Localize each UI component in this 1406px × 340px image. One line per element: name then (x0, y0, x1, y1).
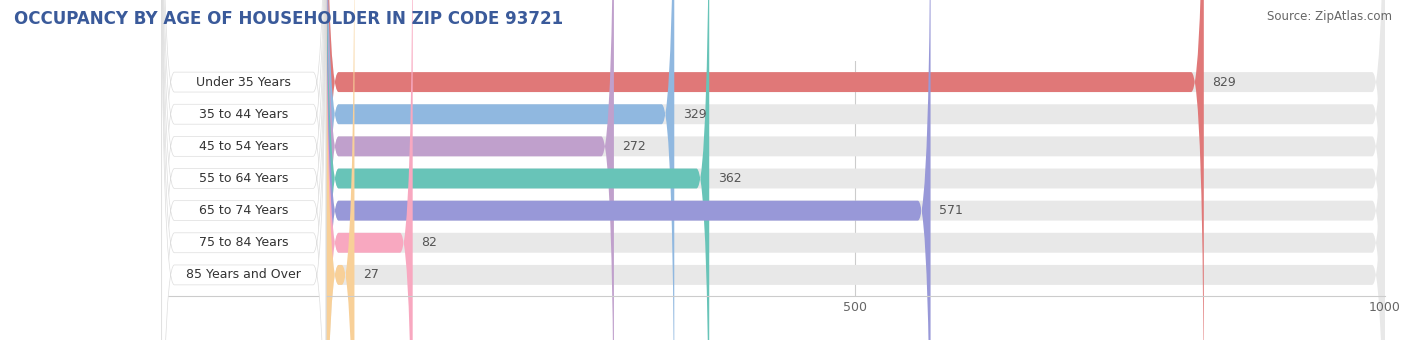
Text: 45 to 54 Years: 45 to 54 Years (200, 140, 288, 153)
FancyBboxPatch shape (326, 0, 1385, 340)
FancyBboxPatch shape (326, 0, 931, 340)
FancyBboxPatch shape (326, 0, 1385, 340)
FancyBboxPatch shape (326, 0, 1385, 340)
FancyBboxPatch shape (326, 0, 675, 340)
Text: Under 35 Years: Under 35 Years (197, 75, 291, 89)
FancyBboxPatch shape (326, 0, 1385, 340)
Text: 571: 571 (939, 204, 963, 217)
FancyBboxPatch shape (326, 0, 1385, 340)
FancyBboxPatch shape (162, 0, 326, 340)
FancyBboxPatch shape (326, 0, 1204, 340)
Text: Source: ZipAtlas.com: Source: ZipAtlas.com (1267, 10, 1392, 23)
Text: 272: 272 (623, 140, 647, 153)
Text: 329: 329 (683, 108, 706, 121)
Text: 82: 82 (422, 236, 437, 249)
FancyBboxPatch shape (162, 0, 326, 340)
FancyBboxPatch shape (326, 0, 413, 340)
Text: 362: 362 (717, 172, 741, 185)
Text: 829: 829 (1212, 75, 1236, 89)
FancyBboxPatch shape (326, 0, 1385, 340)
Text: 85 Years and Over: 85 Years and Over (187, 268, 301, 282)
FancyBboxPatch shape (326, 0, 709, 340)
Text: OCCUPANCY BY AGE OF HOUSEHOLDER IN ZIP CODE 93721: OCCUPANCY BY AGE OF HOUSEHOLDER IN ZIP C… (14, 10, 564, 28)
FancyBboxPatch shape (326, 0, 1385, 340)
FancyBboxPatch shape (162, 0, 326, 340)
FancyBboxPatch shape (162, 0, 326, 340)
Text: 65 to 74 Years: 65 to 74 Years (200, 204, 288, 217)
FancyBboxPatch shape (162, 0, 326, 340)
FancyBboxPatch shape (162, 0, 326, 340)
Text: 55 to 64 Years: 55 to 64 Years (200, 172, 288, 185)
FancyBboxPatch shape (162, 0, 326, 340)
FancyBboxPatch shape (326, 0, 354, 340)
Text: 27: 27 (363, 268, 378, 282)
Text: 75 to 84 Years: 75 to 84 Years (200, 236, 288, 249)
FancyBboxPatch shape (326, 0, 614, 340)
Text: 35 to 44 Years: 35 to 44 Years (200, 108, 288, 121)
